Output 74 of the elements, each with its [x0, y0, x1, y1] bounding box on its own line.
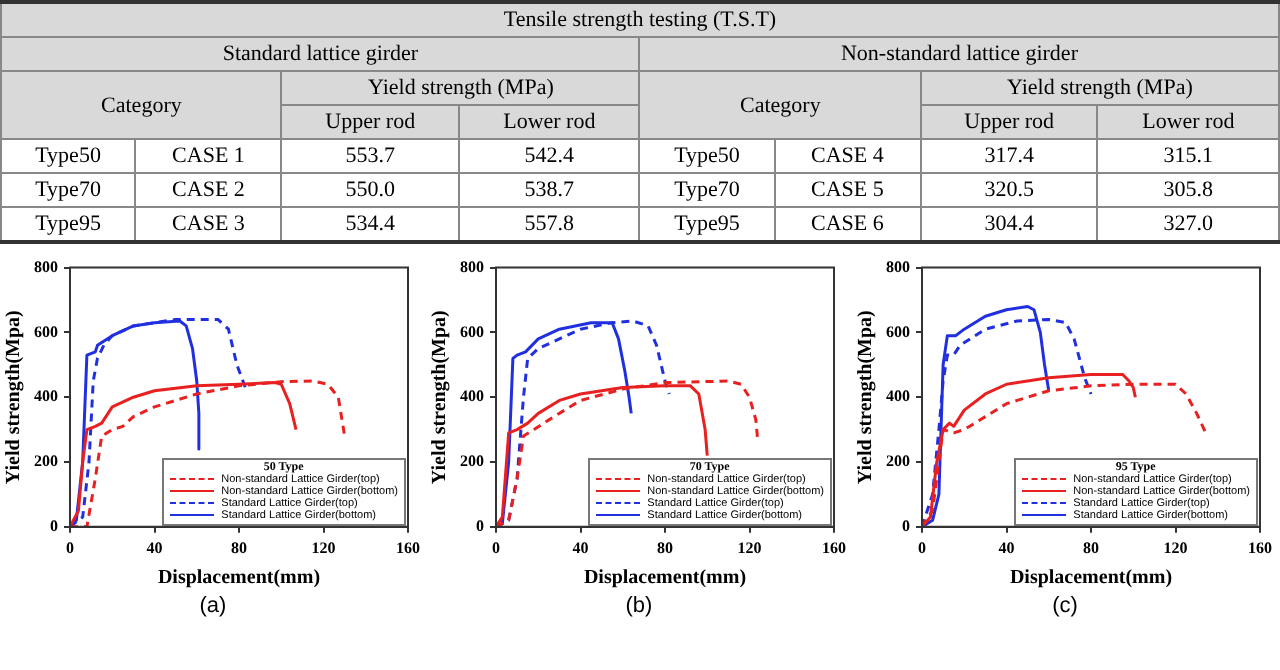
text: 553.7	[281, 139, 459, 173]
y-tick-label: 0	[902, 516, 910, 535]
text: 305.8	[1097, 173, 1279, 207]
x-tick-label: 120	[1163, 538, 1188, 557]
text: Type50	[1, 139, 136, 173]
text: CASE 6	[774, 207, 921, 242]
text: Type70	[1, 173, 136, 207]
x-tick-label: 0	[66, 538, 74, 557]
text: Yield strength (MPa)	[920, 71, 1279, 105]
text: 315.1	[1097, 139, 1279, 173]
text: (b)	[623, 592, 655, 620]
y-tick-label: 600	[886, 322, 910, 341]
x-tick-label: 80	[657, 538, 673, 557]
text: Lower rod	[1097, 105, 1279, 139]
x-axis-title: Displacement(mm)	[583, 567, 747, 590]
text: (c)	[1050, 592, 1080, 620]
text: Category	[1, 71, 282, 139]
text: Type70	[639, 173, 775, 207]
text: Upper rod	[920, 105, 1098, 139]
x-tick-label: 160	[396, 538, 420, 557]
x-tick-label: 40	[572, 538, 589, 557]
text: 538.7	[458, 173, 640, 207]
text: CASE 5	[774, 173, 921, 207]
text: (a)	[197, 592, 229, 620]
x-tick-label: 80	[1083, 538, 1099, 557]
text: Non-standard lattice girder	[639, 37, 1279, 71]
text: Tensile strength testing (T.S.T)	[1, 2, 1279, 37]
text: 542.4	[458, 139, 640, 173]
y-tick-label: 600	[34, 322, 58, 341]
x-tick-label: 0	[918, 538, 926, 557]
y-tick-label: 800	[886, 257, 910, 276]
text: CASE 4	[774, 139, 921, 173]
y-tick-label: 800	[34, 257, 58, 276]
text: Type95	[639, 207, 775, 242]
x-tick-label: 120	[737, 538, 762, 557]
y-axis-title: Yield strength(Mpa)	[429, 310, 452, 485]
x-axis-title: Displacement(mm)	[1009, 567, 1173, 590]
y-tick-label: 0	[476, 516, 484, 535]
x-tick-label: 40	[146, 538, 163, 557]
text: Yield strength (MPa)	[281, 71, 640, 105]
y-tick-label: 200	[460, 452, 484, 471]
x-tick-label: 80	[231, 538, 247, 557]
y-axis-title: Yield strength(Mpa)	[855, 310, 878, 485]
x-axis-title: Displacement(mm)	[157, 567, 321, 590]
x-tick-label: 160	[822, 538, 846, 557]
text: Lower rod	[458, 105, 640, 139]
x-tick-label: 160	[1248, 538, 1272, 557]
text: 550.0	[281, 173, 459, 207]
x-tick-label: 40	[998, 538, 1015, 557]
text: CASE 1	[135, 139, 282, 173]
text: Type50	[639, 139, 775, 173]
text: Type95	[1, 207, 136, 242]
text: CASE 2	[135, 173, 282, 207]
text: 304.4	[920, 207, 1098, 242]
y-tick-label: 800	[460, 257, 484, 276]
text: 557.8	[458, 207, 640, 242]
y-axis-title: Yield strength(Mpa)	[3, 310, 26, 485]
text: 320.5	[920, 173, 1098, 207]
text: Upper rod	[281, 105, 459, 139]
text: 317.4	[920, 139, 1098, 173]
text: Category	[639, 71, 921, 139]
text: Standard lattice girder	[1, 37, 640, 71]
y-tick-label: 200	[34, 452, 58, 471]
y-tick-label: 600	[460, 322, 484, 341]
text: 534.4	[281, 207, 459, 242]
text: CASE 3	[135, 207, 282, 242]
x-tick-label: 120	[311, 538, 336, 557]
y-tick-label: 400	[886, 387, 910, 406]
y-tick-label: 400	[460, 387, 484, 406]
y-tick-label: 400	[34, 387, 58, 406]
x-tick-label: 0	[492, 538, 500, 557]
y-tick-label: 0	[50, 516, 58, 535]
text: 327.0	[1097, 207, 1279, 242]
y-tick-label: 200	[886, 452, 910, 471]
